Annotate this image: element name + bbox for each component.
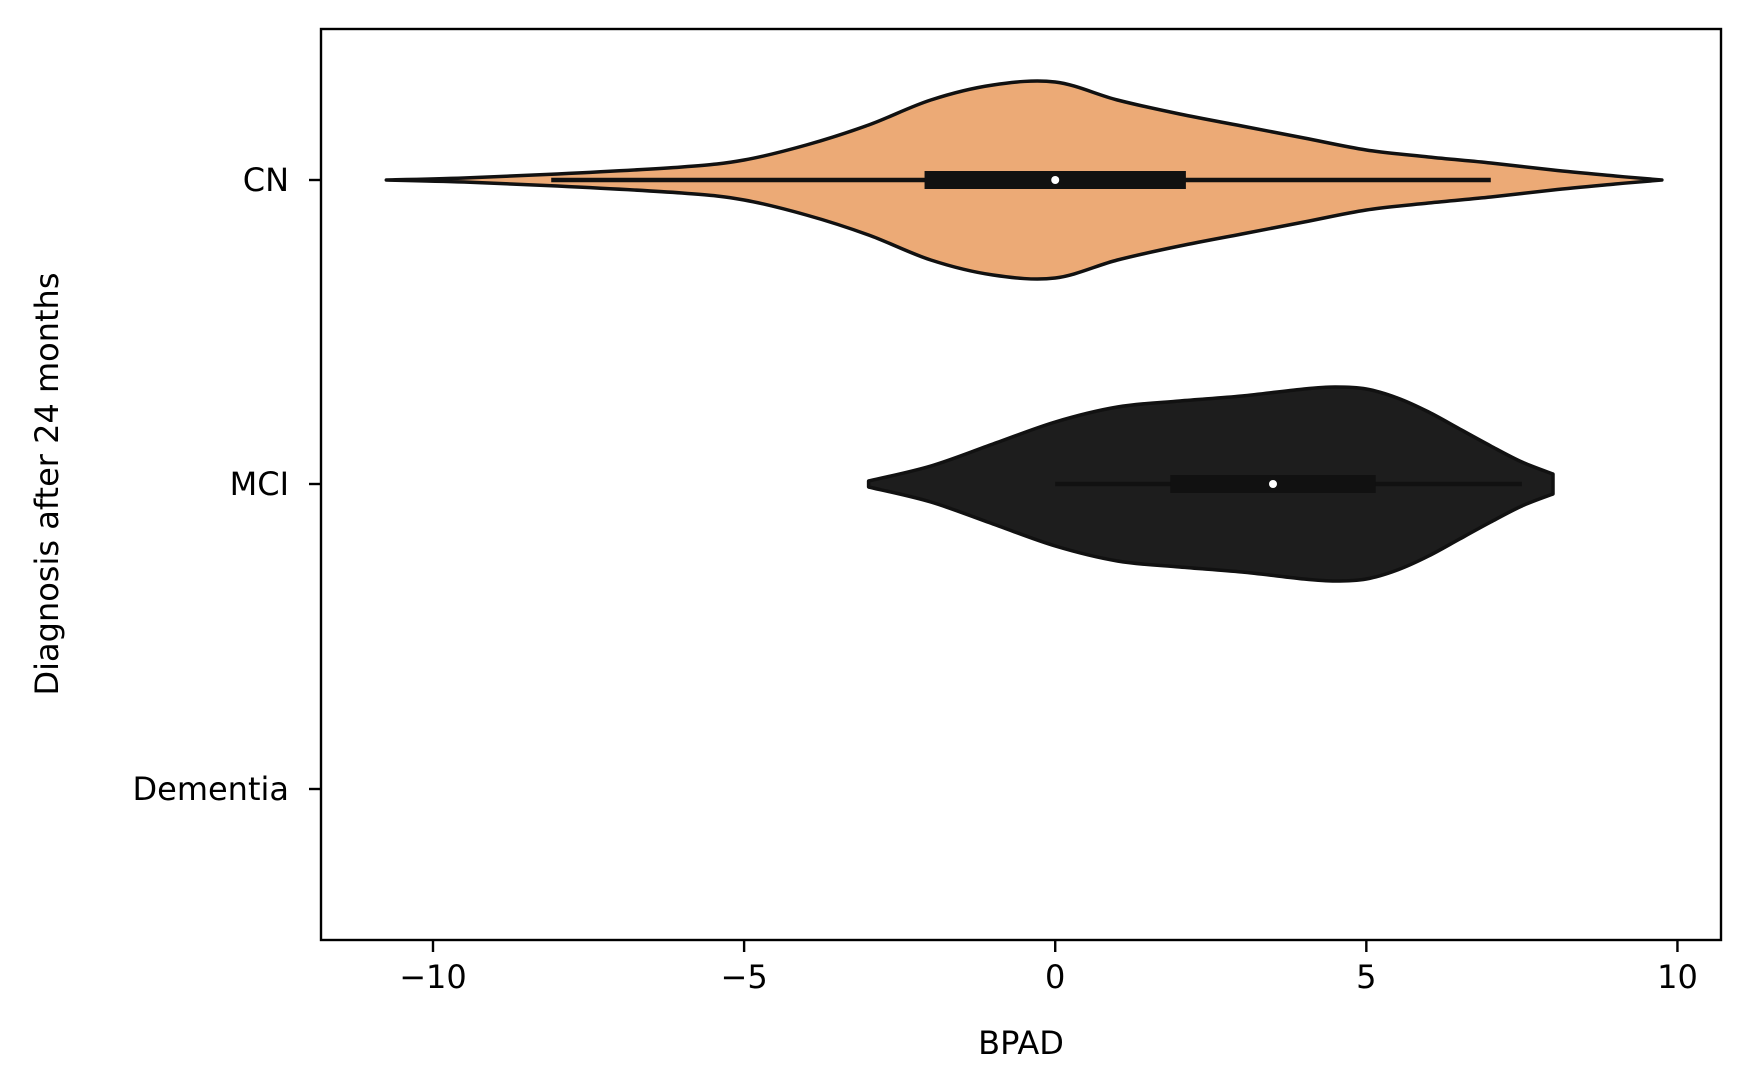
- y-axis: CN MCI Dementia: [132, 161, 321, 808]
- y-tick-label-cn: CN: [243, 161, 289, 199]
- y-tick-label-mci: MCI: [230, 465, 289, 503]
- median-point-mci: [1269, 480, 1277, 488]
- x-axis: −10 −5 0 5 10: [399, 940, 1698, 996]
- violin-cn: [384, 79, 1664, 281]
- x-tick-label: −5: [721, 958, 768, 996]
- x-tick-label: 10: [1657, 958, 1698, 996]
- x-tick-label: 5: [1356, 958, 1376, 996]
- y-tick-label-dementia: Dementia: [132, 770, 289, 808]
- x-tick-label: −10: [399, 958, 467, 996]
- y-axis-title: Diagnosis after 24 months: [28, 272, 66, 695]
- x-tick-label: 0: [1045, 958, 1065, 996]
- x-axis-title: BPAD: [978, 1024, 1064, 1062]
- violin-mci: [866, 385, 1555, 583]
- violins-layer: [384, 79, 1664, 583]
- median-point-cn: [1051, 176, 1060, 184]
